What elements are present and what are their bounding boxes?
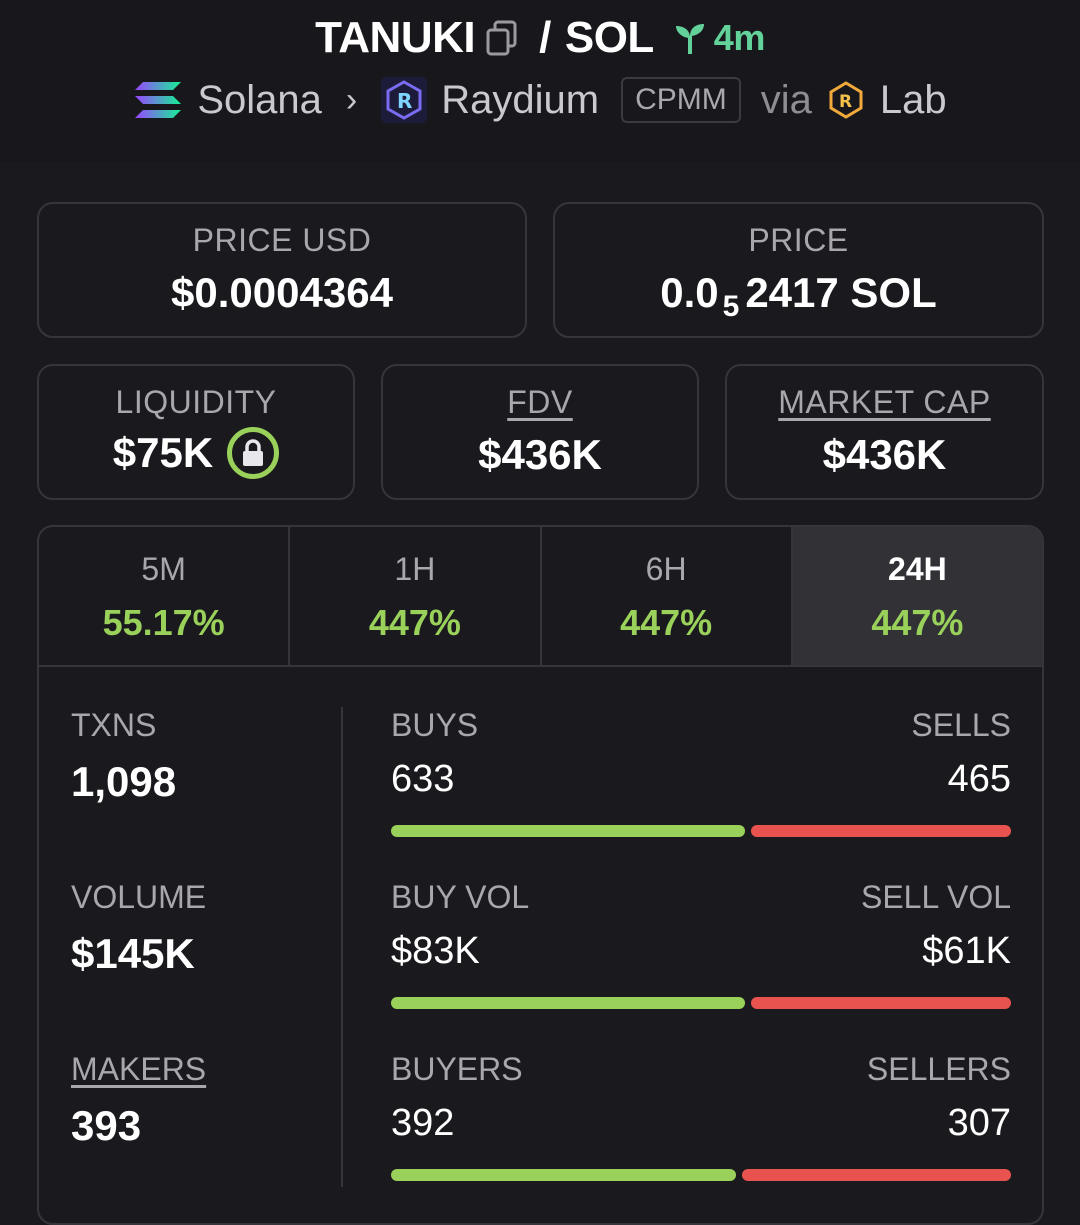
pair-age: 4m <box>672 17 765 59</box>
buys-sells-split: BUYS SELLS 633 465 <box>391 707 1011 879</box>
pair-header: TANUKI / SOL 4m <box>0 0 1080 162</box>
price-zero-count: 5 <box>722 290 740 323</box>
chain-link[interactable]: Solana <box>197 77 322 122</box>
price-usd-value: $0.0004364 <box>171 269 393 316</box>
price-sol-value: 0.0 5 2417 SOL <box>555 269 1042 323</box>
price-prefix: 0.0 <box>660 269 719 316</box>
launchpad-link[interactable]: Lab <box>879 77 947 122</box>
buys-sells-bar <box>391 825 1011 837</box>
chevron-right-icon: › <box>345 80 358 119</box>
buyers-bar <box>391 1169 1011 1181</box>
svg-text:R: R <box>397 89 412 113</box>
sells-value: 465 <box>947 758 1011 800</box>
txns-metric: TXNS 1,098 <box>71 707 341 879</box>
buy-vol-label: BUY VOL <box>391 879 530 915</box>
split-column: BUYS SELLS 633 465 BUY VOL SELL VOL $83K… <box>391 707 1011 1223</box>
sellers-label: SELLERS <box>866 1051 1011 1087</box>
market-cap-card[interactable]: MARKET CAP $436K <box>725 364 1044 500</box>
liquidity-value: $75K <box>112 429 214 476</box>
txns-value: 1,098 <box>71 758 177 805</box>
pair-separator: / <box>539 13 551 62</box>
buy-vol-value: $83K <box>391 930 480 972</box>
tab-change: 447% <box>620 602 713 643</box>
makers-metric: MAKERS 393 <box>71 1051 341 1223</box>
makers-label[interactable]: MAKERS <box>71 1051 207 1087</box>
sell-bar-fill <box>742 1169 1011 1181</box>
buy-bar-fill <box>391 997 745 1009</box>
fdv-label[interactable]: FDV <box>507 384 573 420</box>
tab-change: 55.17% <box>102 602 225 643</box>
tab-change: 447% <box>368 602 461 643</box>
buys-value: 633 <box>391 758 455 800</box>
sell-vol-value: $61K <box>922 930 1011 972</box>
sell-vol-label: SELL VOL <box>860 879 1011 915</box>
lock-icon[interactable] <box>227 427 280 479</box>
tab-24h[interactable]: 24H 447% <box>792 527 1042 665</box>
volume-value: $145K <box>71 930 195 977</box>
timeframe-tabs: 5M 55.17% 1H 447% 6H 447% 24H 447% <box>39 527 1042 667</box>
column-divider <box>341 707 343 1187</box>
price-usd-label: PRICE USD <box>192 222 372 258</box>
solana-icon <box>135 82 182 118</box>
liquidity-value-row: $75K <box>39 427 353 479</box>
svg-text:R: R <box>839 92 852 112</box>
tab-1h[interactable]: 1H 447% <box>290 527 542 665</box>
volume-metric: VOLUME $145K <box>71 879 341 1051</box>
tab-label: 6H <box>645 551 687 587</box>
totals-column: TXNS 1,098 VOLUME $145K MAKERS 393 <box>71 707 341 1223</box>
buy-bar-fill <box>391 825 745 837</box>
txns-label: TXNS <box>71 707 157 743</box>
volume-split: BUY VOL SELL VOL $83K $61K <box>391 879 1011 1051</box>
makers-value: 393 <box>71 1102 142 1149</box>
dex-link[interactable]: Raydium <box>441 77 600 122</box>
tab-change: 447% <box>871 602 964 643</box>
market-cap-label[interactable]: MARKET CAP <box>778 384 991 420</box>
raydium-lab-icon: R <box>829 81 863 119</box>
market-cap-value: $436K <box>822 431 947 478</box>
fdv-value: $436K <box>478 431 602 478</box>
volume-label: VOLUME <box>71 879 207 915</box>
tab-5m[interactable]: 5M 55.17% <box>39 527 291 665</box>
buyers-value: 392 <box>391 1102 455 1144</box>
fdv-card[interactable]: FDV $436K <box>381 364 699 500</box>
price-sol-label: PRICE <box>748 222 849 258</box>
tab-label: 24H <box>888 551 947 587</box>
via-label: via <box>760 77 812 122</box>
copy-icon[interactable] <box>485 19 519 57</box>
buys-label: BUYS <box>391 707 479 743</box>
quote-token: SOL <box>564 13 654 62</box>
sell-bar-fill <box>751 825 1011 837</box>
sells-label: SELLS <box>911 707 1011 743</box>
sellers-value: 307 <box>947 1102 1011 1144</box>
raydium-icon: R <box>381 77 428 123</box>
stats-panel: 5M 55.17% 1H 447% 6H 447% 24H 447% TXNS … <box>37 525 1044 1225</box>
price-sol-card: PRICE 0.0 5 2417 SOL <box>553 202 1044 338</box>
tab-6h[interactable]: 6H 447% <box>542 527 793 665</box>
volume-bar <box>391 997 1011 1009</box>
buyers-label: BUYERS <box>391 1051 523 1087</box>
liquidity-card: LIQUIDITY $75K <box>37 364 355 500</box>
liquidity-label: LIQUIDITY <box>115 384 277 420</box>
breadcrumb: Solana › R Raydium CPMM via R Lab <box>0 70 1080 130</box>
buy-bar-fill <box>391 1169 736 1181</box>
price-usd-card: PRICE USD $0.0004364 <box>37 202 527 338</box>
age-value: 4m <box>713 17 766 58</box>
price-digits: 2417 SOL <box>745 269 937 316</box>
pair-title: TANUKI / SOL 4m <box>0 10 1080 66</box>
sell-bar-fill <box>751 997 1011 1009</box>
buyers-sellers-split: BUYERS SELLERS 392 307 <box>391 1051 1011 1223</box>
base-token: TANUKI <box>315 13 476 62</box>
tab-label: 5M <box>141 551 186 587</box>
pool-type-badge: CPMM <box>621 77 741 123</box>
tab-label: 1H <box>394 551 436 587</box>
sprout-icon <box>675 24 704 54</box>
